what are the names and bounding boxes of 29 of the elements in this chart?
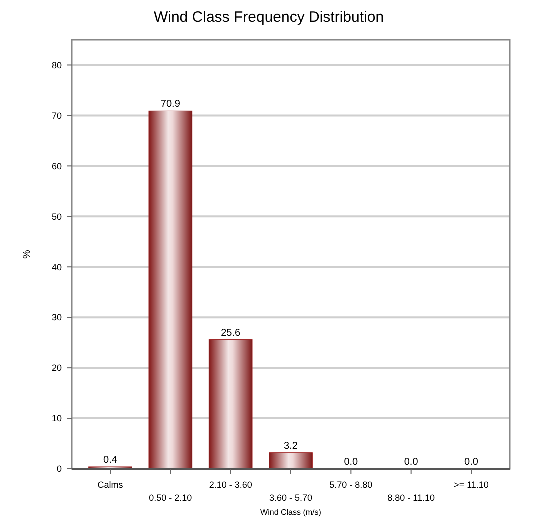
y-tick-label: 10 — [52, 414, 62, 424]
y-tick-label: 50 — [52, 212, 62, 222]
y-tick-label: 40 — [52, 262, 62, 272]
bar — [208, 340, 253, 470]
x-tick-label: 3.60 - 5.70 — [269, 493, 313, 503]
x-axis-title: Wind Class (m/s) — [260, 508, 322, 517]
x-tick-label: 2.10 - 3.60 — [209, 480, 252, 490]
bar — [269, 452, 313, 470]
y-tick-label: 20 — [52, 363, 62, 374]
chart-title: Wind Class Frequency Distribution — [154, 9, 384, 26]
data-label: 25.6 — [221, 328, 241, 339]
y-tick-label: 70 — [52, 110, 62, 121]
y-tick-label: 30 — [52, 312, 62, 323]
y-axis-title: % — [22, 250, 33, 259]
x-tick-label: 8.80 - 11.10 — [388, 493, 436, 503]
y-tick-label: 60 — [52, 161, 62, 172]
y-tick-label: 80 — [52, 60, 62, 70]
x-tick-label: 5.70 - 8.80 — [330, 480, 373, 490]
x-tick-label: >= 11.10 — [454, 480, 489, 490]
data-label: 0.0 — [344, 457, 359, 468]
data-label: 70.9 — [160, 99, 181, 110]
data-label: 0.4 — [104, 454, 118, 466]
x-tick-label: Calms — [98, 480, 124, 490]
data-label: 0.0 — [464, 457, 479, 468]
y-tick-label: 0 — [56, 464, 62, 474]
data-label: 3.2 — [284, 440, 298, 452]
data-label: 0.0 — [404, 457, 419, 468]
bar — [148, 110, 193, 470]
x-tick-label: 0.50 - 2.10 — [149, 493, 192, 503]
